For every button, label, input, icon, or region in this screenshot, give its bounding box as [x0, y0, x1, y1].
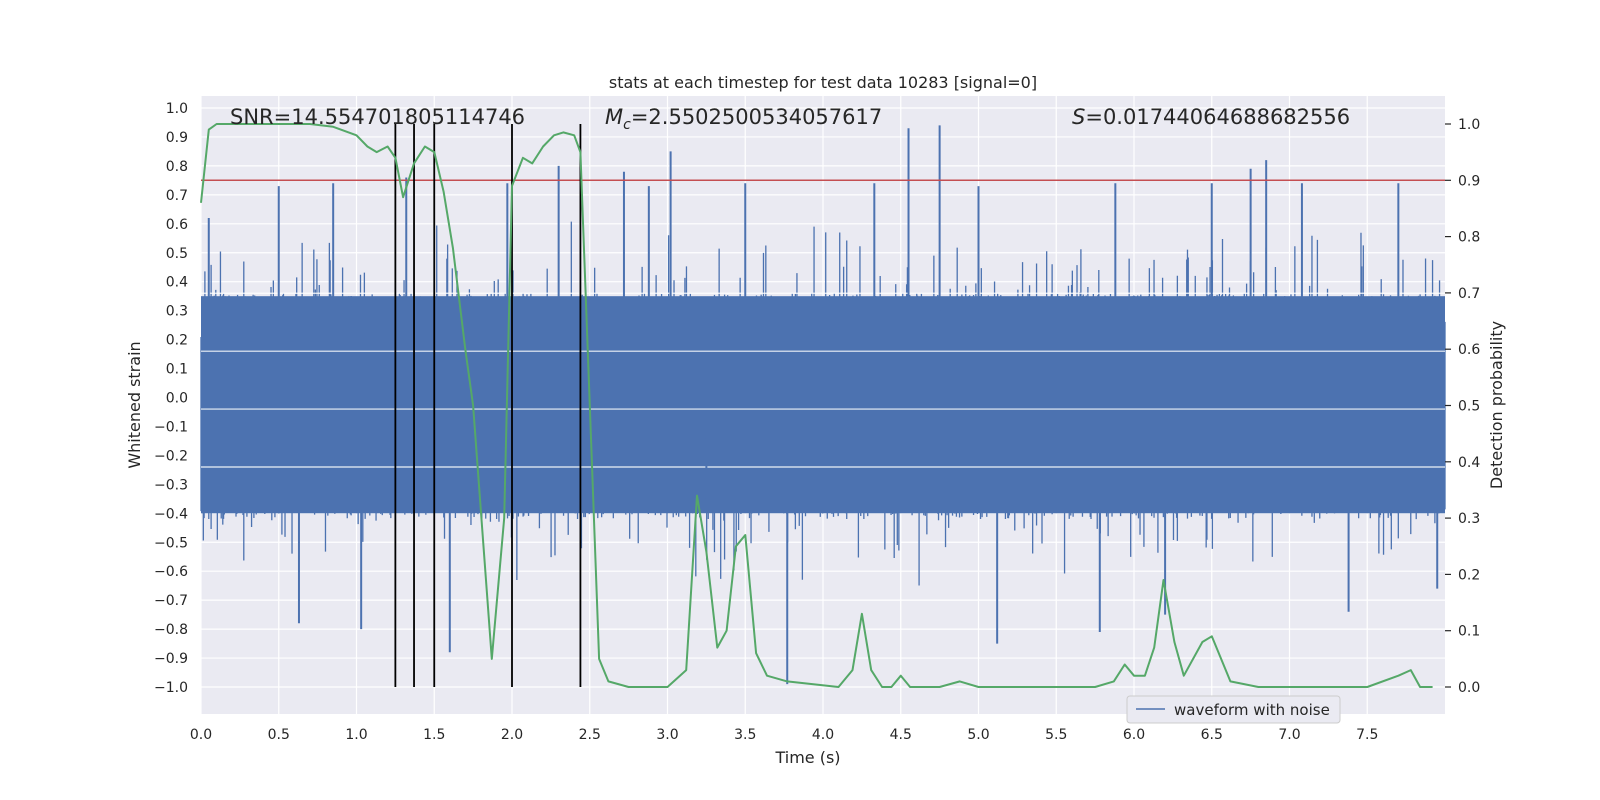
legend-label: waveform with noise — [1174, 701, 1330, 719]
probability-line — [200, 123, 1433, 688]
y2-tick-label: 0.9 — [1458, 173, 1480, 189]
y2-tick-label: 0.5 — [1458, 399, 1480, 415]
probability-series — [200, 123, 1433, 688]
s-value: =0.01744064688682556 — [1085, 105, 1350, 129]
s-annotation: S=0.01744064688682556 — [1072, 105, 1350, 129]
y-tick-label: −0.5 — [154, 535, 188, 551]
waveform-core-band — [201, 296, 1445, 514]
y2-tick-label: 0.1 — [1458, 624, 1480, 640]
y-tick-label: 0.9 — [166, 130, 188, 146]
x-tick-label: 5.0 — [967, 727, 989, 743]
x-tick-label: 2.5 — [579, 727, 601, 743]
chirp-mass-value: =2.5502500534057617 — [631, 105, 882, 129]
legend-box — [1126, 695, 1341, 724]
y-axis-label: Whitened strain — [125, 341, 144, 468]
x-tick-label: 3.5 — [734, 727, 756, 743]
snr-annotation: SNR=14.554701805114746 — [230, 105, 525, 129]
y-tick-label: 0.1 — [166, 362, 188, 378]
x-tick-label: 3.0 — [656, 727, 678, 743]
y-tick-label: 0.2 — [166, 333, 188, 349]
x-tick-label: 5.5 — [1045, 727, 1067, 743]
y2-tick-label: 0.0 — [1458, 680, 1480, 696]
x-tick-label: 1.5 — [423, 727, 445, 743]
y-tick-label: −0.4 — [154, 506, 188, 522]
x-tick-label: 4.0 — [812, 727, 834, 743]
y2-axis-ticks: 1.0 0.9 0.8 0.7 0.6 0.5 0.4 0.3 0.2 0.1 0.0 — [1445, 117, 1480, 696]
legend: waveform with noise — [1126, 695, 1341, 724]
x-tick-label: 2.0 — [501, 727, 523, 743]
y2-tick-label: 0.8 — [1458, 230, 1480, 246]
y-tick-label: 0.4 — [166, 275, 188, 291]
x-tick-label: 6.0 — [1123, 727, 1145, 743]
y-tick-label: −0.6 — [154, 564, 188, 580]
y-axis-ticks: 1.0 0.9 0.8 0.7 0.6 0.5 0.4 0.3 0.2 0.1 0.0 −0.1 −0.… — [154, 101, 188, 696]
y-tick-label: −0.7 — [154, 593, 188, 609]
x-tick-label: 4.5 — [890, 727, 912, 743]
y2-axis-label: Detection probability — [1487, 321, 1506, 489]
x-tick-label: 6.5 — [1201, 727, 1223, 743]
chirp-mass-annotation: Mc=2.5502500534057617 — [605, 105, 882, 133]
s-symbol: S — [1072, 105, 1085, 129]
y-tick-label: 0.8 — [166, 159, 188, 175]
y-tick-label: −0.9 — [154, 651, 188, 667]
y-tick-label: −0.2 — [154, 448, 188, 464]
waveform-series — [200, 125, 1446, 685]
y2-tick-label: 1.0 — [1458, 117, 1480, 133]
y-tick-label: 1.0 — [166, 101, 188, 117]
y-tick-label: 0.7 — [166, 188, 188, 204]
chirp-mass-symbol: M — [605, 105, 623, 129]
x-axis-label: Time (s) — [774, 748, 840, 767]
chart-title: stats at each timestep for test data 102… — [609, 73, 1037, 92]
y-tick-label: 0.5 — [166, 246, 188, 262]
y-tick-label: 0.3 — [166, 304, 188, 320]
chirp-mass-subscript: c — [623, 117, 631, 133]
y2-tick-label: 0.4 — [1458, 455, 1480, 471]
y-tick-label: −0.1 — [154, 419, 188, 435]
y-tick-label: −0.8 — [154, 622, 188, 638]
x-tick-label: 0.0 — [190, 727, 212, 743]
y-tick-label: −1.0 — [154, 680, 188, 696]
y-tick-label: 0.0 — [166, 391, 188, 407]
x-tick-label: 7.0 — [1278, 727, 1300, 743]
y2-tick-label: 0.3 — [1458, 511, 1480, 527]
x-axis-ticks: 0.0 0.5 1.0 1.5 2.0 2.5 3.0 3.5 4.0 4.5 5.0 5.5 6.0 6… — [190, 727, 1379, 743]
x-tick-label: 7.5 — [1356, 727, 1378, 743]
y2-tick-label: 0.6 — [1458, 342, 1480, 358]
y2-tick-label: 0.7 — [1458, 286, 1480, 302]
x-tick-label: 1.0 — [345, 727, 367, 743]
y-tick-label: 0.6 — [166, 217, 188, 233]
y2-tick-label: 0.2 — [1458, 567, 1480, 583]
y-tick-label: −0.3 — [154, 477, 188, 493]
x-tick-label: 0.5 — [268, 727, 290, 743]
